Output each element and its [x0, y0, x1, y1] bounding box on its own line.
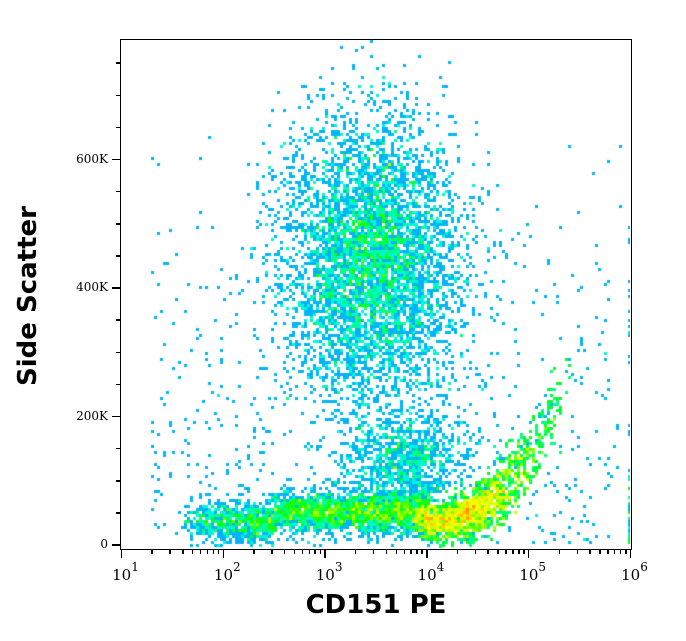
x-major-tick [120, 550, 123, 558]
y-minor-tick [116, 351, 120, 353]
x-minor-tick [293, 550, 296, 554]
x-minor-tick [319, 550, 322, 554]
x-minor-tick [456, 550, 459, 554]
x-minor-tick [505, 550, 507, 554]
x-minor-tick [169, 550, 171, 554]
x-minor-tick [271, 550, 273, 554]
y-minor-tick [116, 447, 120, 450]
y-minor-tick [116, 480, 120, 482]
y-tick-label: 200K [76, 408, 108, 423]
x-minor-tick [599, 550, 601, 554]
x-minor-tick [607, 550, 609, 554]
x-minor-tick [576, 550, 579, 554]
x-minor-tick [512, 550, 514, 554]
y-major-tick [112, 287, 120, 289]
x-minor-tick [421, 550, 423, 554]
plot-area [120, 39, 632, 550]
x-minor-tick [395, 550, 397, 554]
x-minor-tick [416, 550, 418, 554]
x-minor-tick [558, 550, 561, 554]
x-minor-tick [487, 550, 489, 554]
y-minor-tick [116, 223, 120, 225]
y-minor-tick [116, 190, 120, 193]
x-tick-label: 105 [519, 560, 547, 584]
x-minor-tick [151, 550, 153, 554]
y-minor-tick [116, 319, 120, 321]
x-minor-tick [619, 550, 622, 554]
x-minor-tick [497, 550, 499, 554]
y-minor-tick [116, 512, 120, 514]
x-minor-tick [301, 550, 304, 554]
x-tick-label: 103 [315, 560, 343, 584]
x-minor-tick [217, 550, 220, 554]
x-minor-tick [314, 550, 316, 554]
x-tick-label: 102 [213, 560, 241, 584]
x-major-tick [324, 550, 326, 558]
y-minor-tick [116, 62, 120, 64]
x-minor-tick [474, 550, 477, 554]
y-major-tick [112, 415, 120, 418]
x-major-tick [222, 550, 225, 558]
y-tick-label: 400K [76, 280, 108, 294]
x-minor-tick [410, 550, 412, 554]
x-minor-tick [523, 550, 525, 554]
y-minor-tick [116, 126, 120, 129]
y-major-tick [112, 158, 120, 161]
x-major-tick [527, 550, 530, 558]
x-minor-tick [253, 550, 255, 554]
x-minor-tick [199, 550, 202, 554]
y-axis-title: Side Scatter [13, 206, 43, 386]
x-minor-tick [191, 550, 194, 554]
x-tick-label: 101 [112, 560, 139, 584]
x-major-tick [426, 550, 428, 558]
density-dot-plot [121, 40, 630, 548]
y-minor-tick [116, 383, 120, 386]
x-minor-tick [385, 550, 388, 554]
x-minor-tick [283, 550, 286, 554]
x-minor-tick [372, 550, 375, 554]
y-tick-label: 600K [76, 151, 108, 166]
x-minor-tick [308, 550, 311, 554]
x-minor-tick [212, 550, 215, 554]
x-minor-tick [518, 550, 520, 554]
x-minor-tick [625, 550, 627, 554]
x-minor-tick [206, 550, 209, 554]
y-minor-tick [116, 255, 120, 257]
x-major-tick [629, 550, 632, 558]
y-tick-label: 0 [100, 537, 108, 551]
x-minor-tick [182, 550, 184, 554]
x-minor-tick [613, 550, 616, 554]
x-tick-label: 104 [417, 560, 445, 584]
y-major-tick [112, 544, 120, 546]
y-minor-tick [116, 94, 120, 96]
x-tick-label: 106 [621, 560, 648, 584]
x-minor-tick [354, 550, 357, 554]
x-minor-tick [589, 550, 591, 554]
x-axis-title: CD151 PE [305, 590, 447, 620]
x-minor-tick [403, 550, 406, 554]
